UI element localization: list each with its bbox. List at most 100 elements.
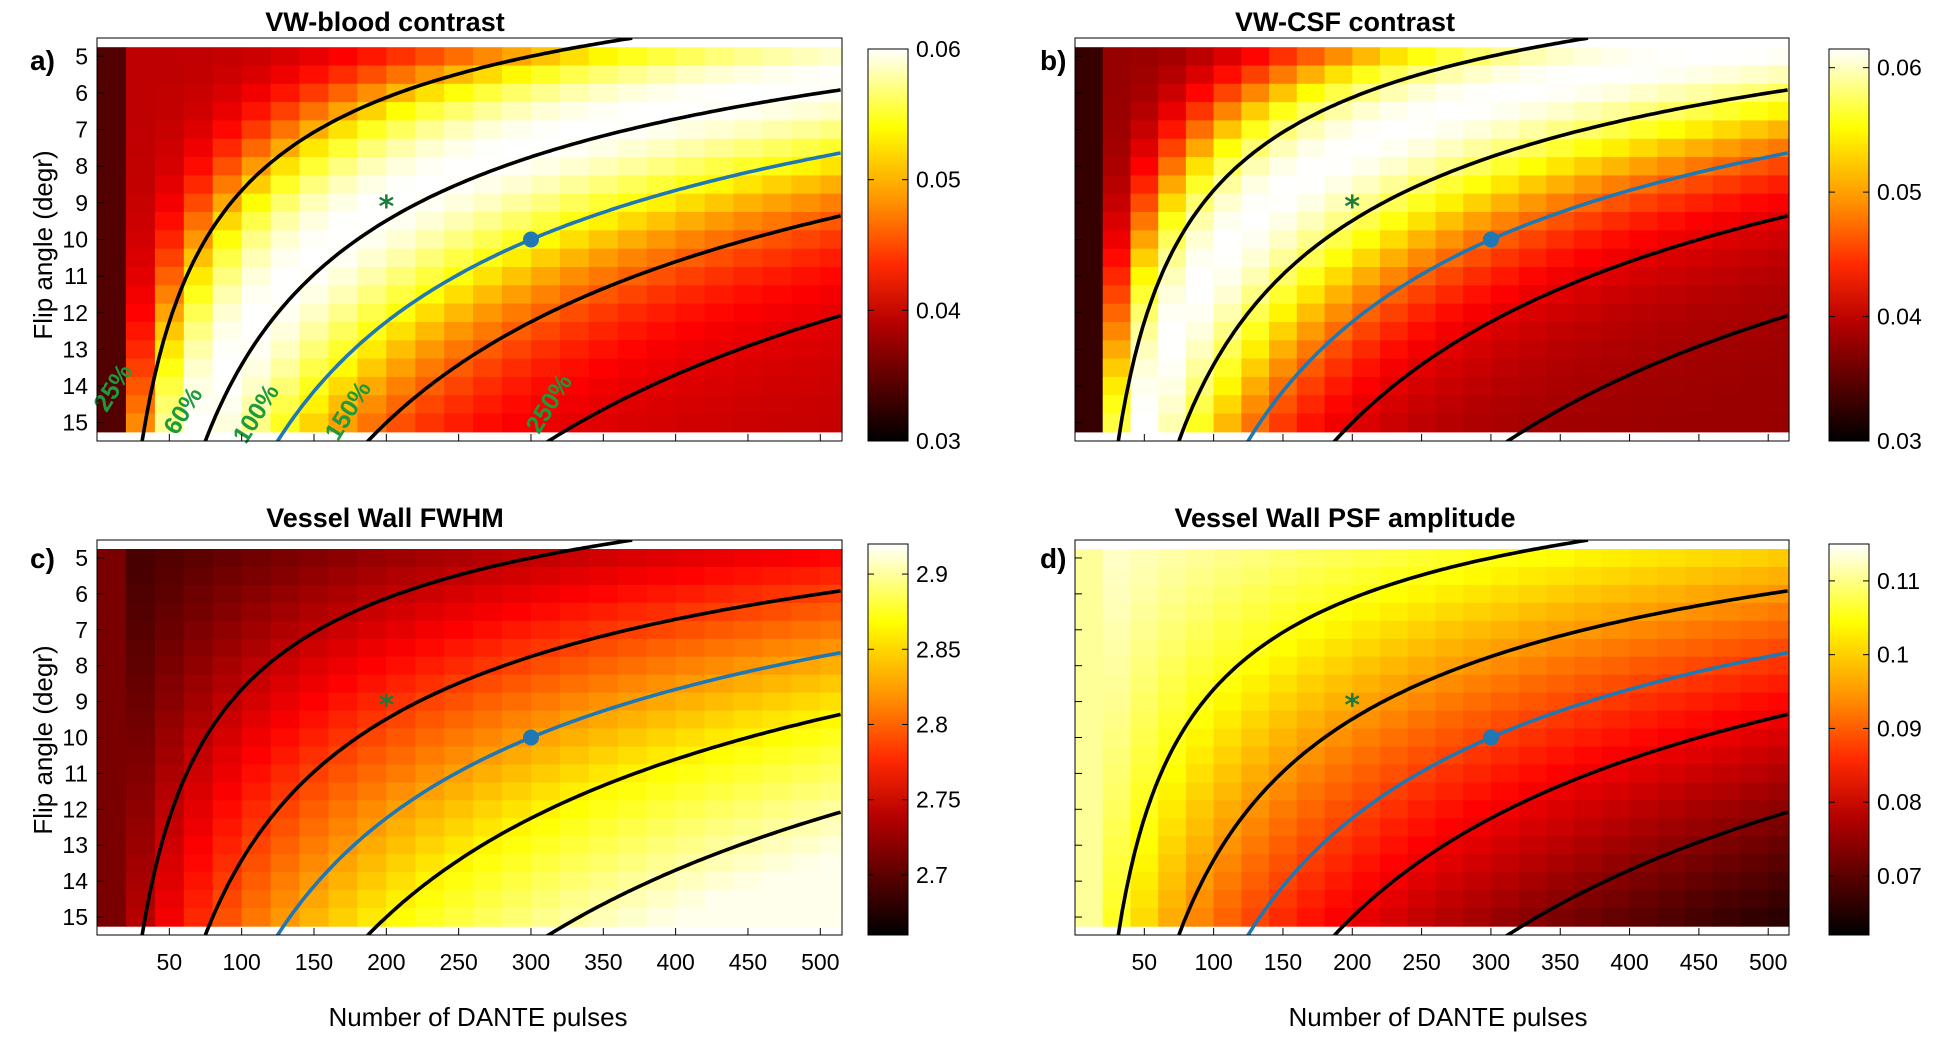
heatmap-cell: [1574, 340, 1603, 360]
heatmap-cell: [241, 285, 272, 305]
heatmap-cell: [791, 854, 821, 873]
heatmap-cell: [444, 602, 474, 622]
heatmap-cell: [97, 267, 127, 286]
heatmap-cell: [97, 566, 127, 586]
heatmap-cell: [1352, 818, 1381, 837]
heatmap-cell: [473, 138, 503, 158]
heatmap-cell: [1601, 674, 1631, 694]
y-tick-label: 11: [64, 760, 88, 786]
heatmap-cell: [646, 656, 677, 676]
heatmap-cells: [97, 549, 843, 927]
heatmap-cell: [1102, 285, 1131, 305]
heatmap-cell: [1407, 340, 1436, 360]
heatmap-cell: [97, 358, 127, 378]
heatmap-cell: [1629, 656, 1658, 676]
heatmap-cell: [704, 395, 735, 415]
heatmap-cell: [1574, 836, 1603, 855]
heatmap-cell: [1241, 267, 1270, 286]
heatmap-cell: [386, 65, 416, 85]
heatmap-cell: [212, 854, 243, 873]
heatmap-cell: [328, 83, 358, 103]
heatmap-cell: [1574, 47, 1603, 67]
heatmap-cell: [97, 83, 127, 103]
heatmap-cell: [675, 818, 706, 837]
heatmap-cell: [1158, 321, 1187, 341]
heatmap-cell: [1102, 413, 1131, 433]
heatmap-cell: [299, 340, 329, 360]
heatmap-cell: [1296, 854, 1326, 873]
heatmap-cell: [212, 358, 243, 378]
heatmap-cell: [444, 854, 474, 873]
heatmap-cell: [1574, 818, 1603, 837]
heatmap-cell: [1629, 267, 1658, 286]
heatmap-cell: [1685, 267, 1714, 286]
heatmap-cell: [1740, 285, 1769, 305]
heatmap-cell: [154, 566, 185, 586]
heatmap-cell: [444, 102, 474, 121]
colorbar: 0.030.040.050.06: [1828, 48, 1922, 454]
heatmap-cell: [1768, 102, 1790, 121]
heatmap-cell: [125, 800, 156, 819]
heatmap-cell: [820, 102, 843, 121]
heatmap-cell: [1158, 872, 1187, 891]
heatmap-cell: [1546, 376, 1575, 396]
heatmap-cell: [270, 584, 301, 604]
heatmap-cell: [617, 230, 648, 250]
heatmap-cell: [733, 267, 763, 286]
heatmap-cell: [183, 638, 214, 658]
heatmap-cell: [1241, 728, 1270, 748]
heatmap-cell: [1768, 175, 1790, 195]
heatmap-cell: [386, 764, 416, 783]
heatmap-cell: [1158, 620, 1187, 640]
heatmap-cell: [1241, 340, 1270, 360]
heatmap-cell: [1712, 321, 1741, 341]
heatmap-cell: [1158, 340, 1187, 360]
heatmap-cell: [97, 413, 127, 433]
heatmap-cell: [241, 193, 272, 213]
heatmap-cell: [1712, 818, 1741, 837]
heatmap-cell: [1185, 358, 1215, 378]
heatmap-cell: [328, 872, 358, 891]
heatmap-cell: [820, 764, 843, 783]
heatmap-cell: [1546, 890, 1575, 909]
heatmap-cell: [270, 549, 301, 568]
heatmap-cell: [1075, 358, 1104, 378]
heatmap-cell: [1296, 728, 1326, 748]
heatmap-cell: [1490, 566, 1520, 586]
heatmap-cell: [212, 413, 243, 433]
heatmap-cell: [1213, 138, 1242, 158]
heatmap-cell: [1296, 764, 1326, 783]
heatmap-cell: [1768, 157, 1790, 176]
heatmap-cell: [97, 395, 127, 415]
heatmap-cell: [1380, 358, 1409, 378]
heatmap-cell: [1740, 854, 1769, 873]
heatmap-cell: [1601, 138, 1631, 158]
heatmap-cell: [1075, 836, 1104, 855]
heatmap-cell: [1574, 800, 1603, 819]
heatmap-cell: [1657, 120, 1686, 140]
heatmap-cell: [415, 638, 445, 658]
heatmap-cell: [328, 674, 358, 694]
heatmap-cell: [357, 138, 387, 158]
heatmap-cell: [1685, 376, 1714, 396]
heatmap-cell: [241, 908, 272, 927]
heatmap-cell: [820, 692, 843, 712]
heatmap-cell: [588, 764, 619, 783]
heatmap-cell: [1685, 800, 1714, 819]
heatmap-cell: [762, 175, 792, 195]
heatmap-cell: [1213, 782, 1242, 801]
heatmap-cell: [1490, 285, 1520, 305]
heatmap-cell: [1380, 340, 1409, 360]
heatmap-cell: [1185, 138, 1215, 158]
heatmap-cell: [1296, 413, 1326, 433]
colorbar-gradient: [1828, 48, 1870, 442]
heatmap-cell: [704, 584, 735, 604]
heatmap-cell: [791, 248, 821, 268]
heatmap-cell: [675, 340, 706, 360]
plot-frame: [1074, 539, 1790, 936]
heatmap-cell: [762, 764, 792, 783]
heatmap-cell: [1075, 65, 1104, 85]
heatmap-cell: [675, 47, 706, 67]
heatmap-cell: [1158, 656, 1187, 676]
heatmap-cell: [704, 908, 735, 927]
